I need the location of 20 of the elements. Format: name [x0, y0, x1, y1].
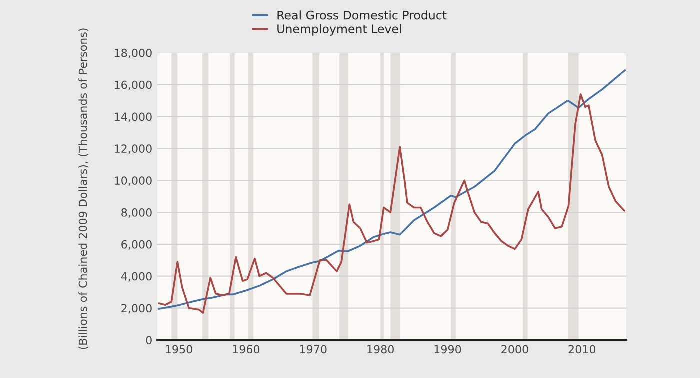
x-tick-label: 2010: [568, 345, 596, 354]
x-tick-label: 1980: [368, 345, 394, 354]
y-tick-label: 10,000: [114, 176, 152, 186]
legend-label: Unemployment Level: [278, 24, 402, 36]
y-tick-label: 16,000: [114, 80, 152, 90]
x-tick-label: 1990: [434, 345, 462, 354]
x-tick-label: 2000: [502, 345, 528, 354]
y-tick-label: 14,000: [114, 112, 152, 122]
y-tick-label: 12,000: [114, 144, 152, 154]
legend-label: Real Gross Domestic Product: [278, 10, 447, 20]
y-tick-label: 4,000: [121, 272, 152, 282]
y-tick-label: 8,000: [122, 208, 152, 218]
y-tick-label: 6,000: [122, 240, 152, 250]
y-tick-label: 2,000: [122, 304, 152, 314]
y-tick-label: 0: [146, 336, 152, 345]
y-tick-label: 18,000: [114, 48, 152, 58]
x-tick-label: 1950: [166, 345, 192, 354]
x-tick-label: 1960: [233, 345, 260, 354]
x-tick-label: 1970: [300, 345, 327, 354]
y-axis-title: (Billions of Chained 2009 Dollars), (Thousands of Persons): [78, 28, 89, 350]
